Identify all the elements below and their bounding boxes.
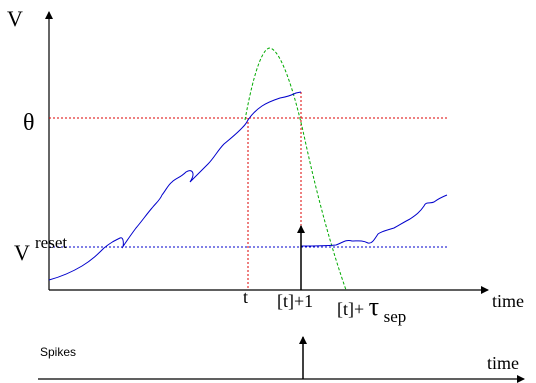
theta-label: θ — [23, 110, 35, 136]
tsep-subscript: sep — [384, 307, 407, 326]
t-plus-tau-sep-tick-label: [t]+ τ sep — [337, 292, 406, 326]
membrane-trace-after-reset — [300, 194, 448, 247]
v-axis-label: V — [7, 6, 23, 31]
time-axis-label-bottom: time — [487, 353, 519, 373]
v-reset-superscript: reset — [35, 233, 67, 252]
spikes-label: Spikes — [40, 345, 76, 359]
time-axis-label-top: time — [492, 291, 524, 311]
t-plus-1-tick-label: [t]+1 — [277, 291, 313, 311]
t-tick-label: t — [243, 287, 248, 307]
v-reset-label: V reset — [14, 233, 67, 265]
v-reset-base: V — [14, 240, 30, 265]
membrane-trace-rising — [48, 91, 302, 281]
tsep-base: [t]+ — [337, 299, 364, 319]
tau-symbol: τ — [369, 292, 379, 321]
parabola-curve — [244, 47, 347, 291]
